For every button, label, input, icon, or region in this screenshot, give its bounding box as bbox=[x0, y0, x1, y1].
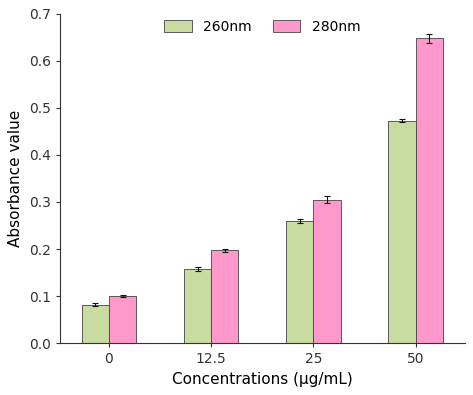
Bar bbox=[416, 38, 443, 343]
X-axis label: Concentrations (μg/mL): Concentrations (μg/mL) bbox=[172, 372, 353, 387]
Bar bbox=[184, 269, 211, 343]
Bar bbox=[286, 221, 314, 343]
Bar bbox=[388, 120, 416, 343]
Bar bbox=[82, 305, 109, 343]
Legend: 260nm, 280nm: 260nm, 280nm bbox=[159, 14, 366, 40]
Bar bbox=[314, 199, 341, 343]
Bar bbox=[211, 250, 238, 343]
Y-axis label: Absorbance value: Absorbance value bbox=[9, 110, 23, 247]
Bar bbox=[109, 296, 136, 343]
